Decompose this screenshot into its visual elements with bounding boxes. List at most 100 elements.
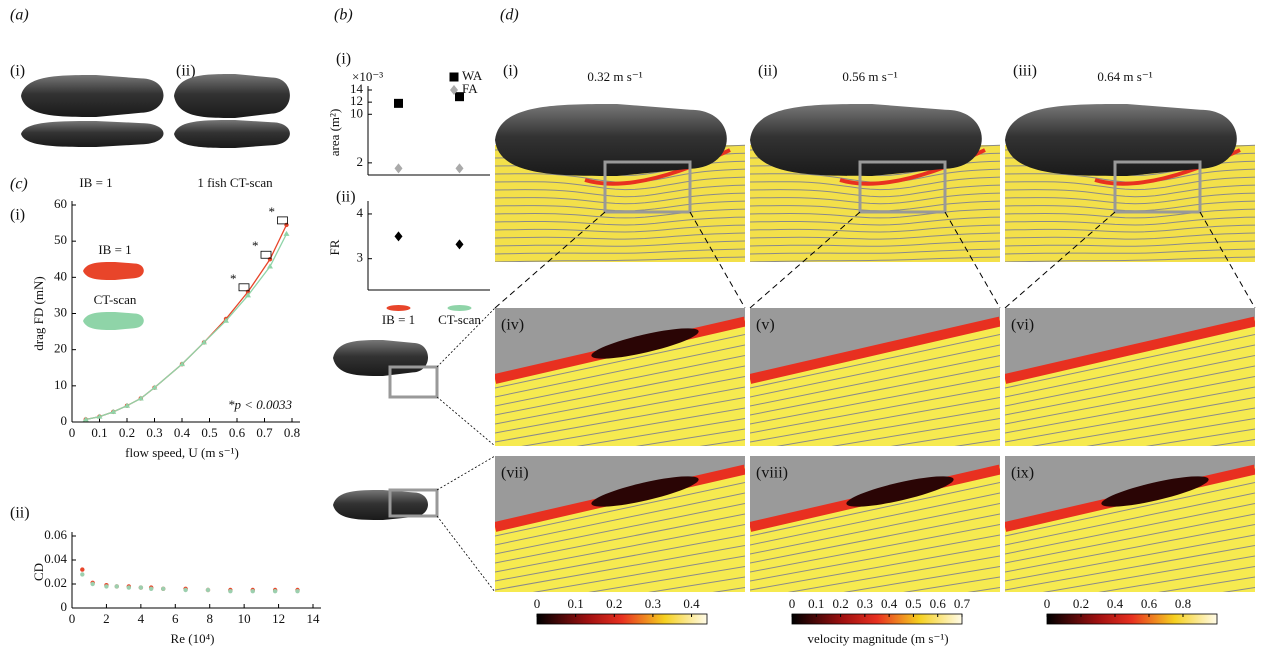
colorbar-tick-label: 0.2 (832, 596, 848, 611)
x-tick-label: 4 (138, 611, 145, 626)
marker (251, 589, 255, 593)
x-tick-label: 14 (307, 611, 321, 626)
category-icon (387, 305, 411, 311)
fish-model (83, 262, 144, 280)
axis-multiplier: ×10⁻³ (352, 69, 383, 84)
marker (456, 163, 464, 173)
colorbar-tick-label: 0.3 (857, 596, 873, 611)
colorbar-label: velocity magnitude (m s⁻¹) (807, 631, 948, 646)
x-tick-label: 0.2 (119, 425, 135, 440)
x-tick-label: 12 (272, 611, 285, 626)
y-tick-label: 60 (54, 196, 67, 211)
marker (284, 223, 288, 227)
significance-mark: * (230, 271, 237, 286)
panel-label: (b) (334, 7, 353, 24)
marker (295, 589, 299, 593)
fish-model (333, 340, 428, 376)
zoom-guide (437, 397, 495, 446)
sub-label: (ii) (10, 505, 30, 522)
legend-label: CT-scan (94, 292, 137, 307)
x-tick-label: 0.5 (201, 425, 217, 440)
y-tick-label: 3 (357, 250, 364, 265)
y-axis-label: CD (31, 563, 46, 581)
speed-label: 0.32 m s⁻¹ (587, 69, 642, 84)
sub-label: (v) (756, 317, 775, 334)
y-tick-label: 2 (357, 154, 364, 169)
fish-model (1005, 104, 1237, 176)
y-tick-label: 4 (357, 205, 364, 220)
fish-model (174, 120, 290, 148)
panel-label: (a) (10, 7, 29, 24)
marker (267, 263, 273, 268)
fish-model (21, 121, 164, 147)
marker (395, 231, 403, 241)
x-tick-label: 0 (69, 611, 76, 626)
x-tick-label: 0.3 (146, 425, 162, 440)
y-axis-label: drag FD (mN) (31, 276, 46, 350)
x-tick-label: 0.7 (256, 425, 273, 440)
marker (149, 587, 153, 591)
x-tick-label: 0.8 (284, 425, 300, 440)
sub-label: (iii) (1013, 63, 1037, 80)
fish-model (21, 75, 164, 117)
colorbar-tick-label: 0.7 (954, 596, 971, 611)
y-tick-label: 20 (54, 341, 67, 356)
sub-label: (i) (10, 207, 25, 224)
sub-label: (i) (503, 63, 518, 80)
colorbar-tick-label: 0 (1044, 596, 1051, 611)
marker (90, 582, 94, 586)
colorbar-tick-label: 0.5 (905, 596, 921, 611)
significance-mark: * (269, 204, 276, 219)
y-axis-label: area (m²) (327, 109, 342, 157)
colorbar (537, 614, 707, 624)
sub-label: (i) (10, 63, 25, 80)
fish-model (174, 74, 290, 118)
significance-mark: * (252, 238, 259, 253)
speed-label: 0.64 m s⁻¹ (1097, 69, 1152, 84)
sub-label: (ii) (758, 63, 778, 80)
y-tick-label: 40 (54, 268, 67, 283)
x-tick-label: 0 (69, 425, 76, 440)
colorbar-tick-label: 0.2 (606, 596, 622, 611)
marker (127, 585, 131, 589)
sub-label: (ii) (336, 189, 356, 206)
p-value: *p < 0.0033 (228, 397, 293, 412)
marker (183, 588, 187, 592)
sub-label: (iv) (501, 317, 524, 334)
fish-model (83, 312, 144, 330)
sub-label: (ix) (1011, 465, 1034, 482)
x-tick-label: 0.4 (174, 425, 191, 440)
fish-model (750, 104, 982, 176)
marker (456, 239, 464, 249)
sub-label: (viii) (756, 465, 788, 482)
x-axis-label: Re (10⁴) (171, 631, 215, 646)
marker (395, 163, 403, 173)
marker (228, 589, 232, 593)
colorbar-tick-label: 0 (789, 596, 796, 611)
colorbar-tick-label: 0.3 (645, 596, 661, 611)
legend-label: FA (462, 81, 478, 96)
colorbar-tick-label: 0 (534, 596, 541, 611)
x-tick-label: IB = 1 (382, 312, 415, 327)
marker (273, 589, 277, 593)
caption: 1 fish CT-scan (197, 175, 273, 190)
colorbar-tick-label: 0.1 (568, 596, 584, 611)
colorbar-tick-label: 0.6 (1141, 596, 1158, 611)
marker (104, 584, 108, 588)
x-tick-label: 8 (206, 611, 213, 626)
y-tick-label: 50 (54, 232, 67, 247)
marker (80, 567, 84, 571)
marker (394, 99, 403, 108)
sub-label: (vii) (501, 465, 529, 482)
figure: (a) (i) (ii) IB = 1 1 fish CT-scan (b) (… (0, 0, 1263, 648)
colorbar-tick-label: 0.4 (1107, 596, 1124, 611)
marker (161, 587, 165, 591)
y-tick-label: 10 (54, 377, 67, 392)
x-tick-label: 0.1 (91, 425, 107, 440)
legend-label: IB = 1 (98, 242, 131, 257)
fish-model (495, 104, 727, 176)
y-tick-label: 30 (54, 304, 67, 319)
caption: IB = 1 (79, 175, 112, 190)
x-tick-label: 0.6 (229, 425, 246, 440)
marker (206, 588, 210, 592)
